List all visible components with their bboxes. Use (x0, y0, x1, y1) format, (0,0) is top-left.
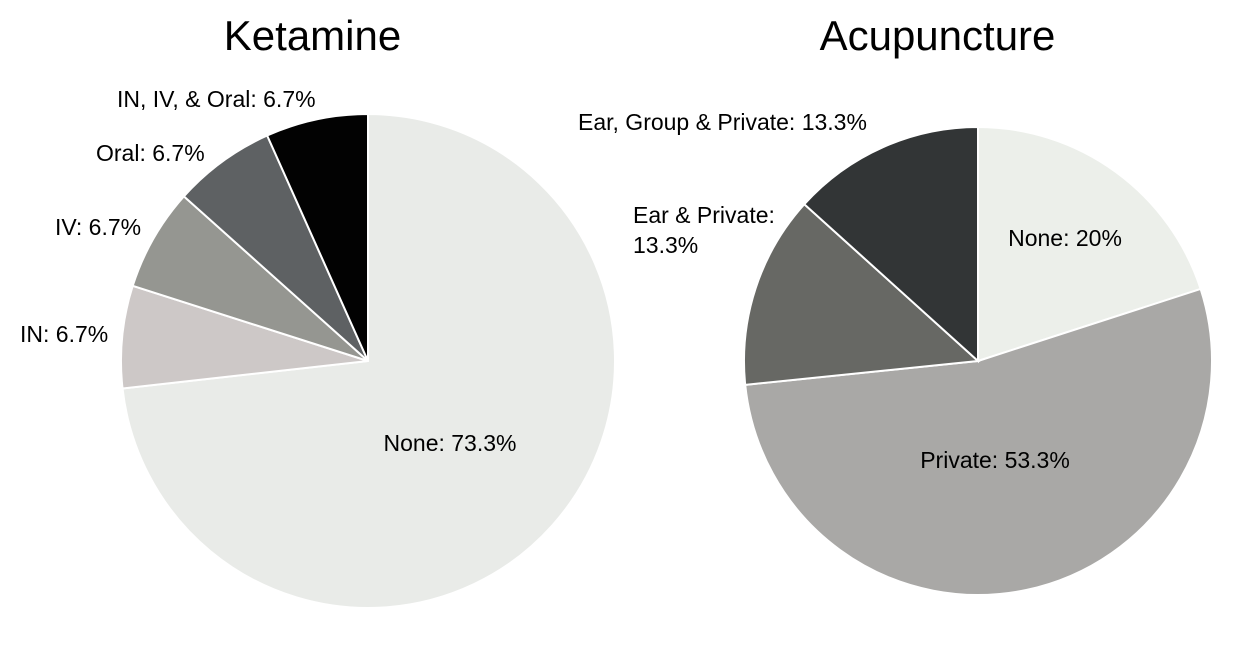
slice-label: IN, IV, & Oral: 6.7% (117, 86, 316, 112)
pie-slice (265, 112, 369, 362)
slice-label: IN: 6.7% (20, 321, 108, 347)
slice-label: Ear & Private: 13.3% (633, 202, 775, 258)
slice-label: None: 73.3% (384, 430, 517, 456)
slice-label: IV: 6.7% (55, 214, 141, 240)
slice-label: Oral: 6.7% (96, 140, 205, 166)
slice-label: Private: 53.3% (920, 447, 1070, 473)
acupuncture-pie: None: 20% Private: 53.3% Ear & Private: 13.… (578, 109, 1213, 596)
pie-slice (744, 287, 1213, 596)
pie-slice (977, 125, 1202, 363)
ketamine-pie: None: 73.3% IN: 6.7% IV: 6.7% Oral: 6.7% IN,… (20, 86, 616, 609)
chart-title-acupuncture: Acupuncture (819, 12, 1056, 59)
pie-slice (802, 125, 979, 364)
pie-slice (743, 202, 981, 386)
ketamine-chart: Ketamine None: 73.3% IN: 6.7% IV: 6.7% Oral… (20, 12, 616, 609)
chart-title-ketamine: Ketamine (223, 12, 402, 59)
acupuncture-chart: Acupuncture None: 20% Private: 53.3% Ear &… (578, 0, 1250, 650)
slice-label: Ear, Group & Private: 13.3% (578, 109, 867, 135)
slice-label: None: 20% (1008, 225, 1122, 251)
